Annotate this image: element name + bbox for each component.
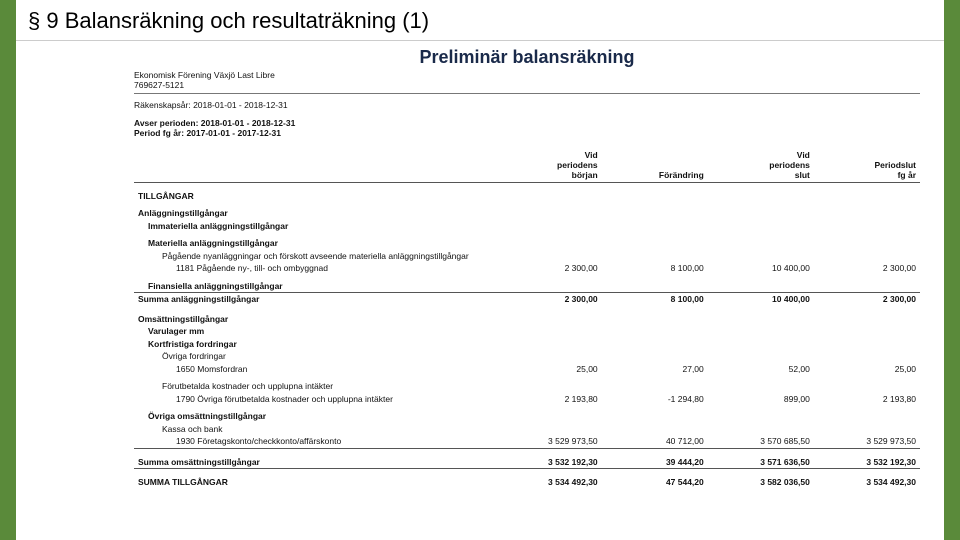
- period-line: Avser perioden: 2018-01-01 - 2018-12-31: [134, 118, 920, 128]
- row-materiella: Materiella anläggningstillgångar: [134, 232, 920, 249]
- row-varulager: Varulager mm: [134, 325, 920, 338]
- row-1181: 1181 Pågående ny-, till- och ombyggnad 2…: [134, 262, 920, 275]
- row-1650: 1650 Momsfordran 25,0027,0052,0025,00: [134, 363, 920, 376]
- row-anlaggning: Anläggningstillgångar: [134, 202, 920, 219]
- period-value: 2018-01-01 - 2018-12-31: [201, 118, 296, 128]
- row-1930: 1930 Företagskonto/checkkonto/affärskont…: [134, 435, 920, 448]
- balance-sheet-document: Preliminär balansräkning Ekonomisk Fören…: [16, 41, 944, 488]
- prev-period-line: Period fg år: 2017-01-01 - 2017-12-31: [134, 128, 920, 138]
- fiscal-year-line: Räkenskapsår: 2018-01-01 - 2018-12-31: [134, 100, 920, 110]
- row-ovriga-oms: Övriga omsättningstillgångar: [134, 405, 920, 422]
- slide-title: § 9 Balansräkning och resultaträkning (1…: [16, 0, 944, 41]
- row-summa-anlaggning: Summa anläggningstillgångar 2 300,008 10…: [134, 292, 920, 305]
- col-period-start: Vidperiodensbörjan: [496, 148, 602, 183]
- col-change: Förändring: [602, 148, 708, 183]
- slide: § 9 Balansräkning och resultaträkning (1…: [0, 0, 960, 540]
- row-ovriga-fordr: Övriga fordringar: [134, 350, 920, 363]
- col-desc: [134, 148, 496, 183]
- table-header-row: Vidperiodensbörjan Förändring Vidperiode…: [134, 148, 920, 183]
- balance-table-wrap: Vidperiodensbörjan Förändring Vidperiode…: [134, 148, 920, 488]
- org-name: Ekonomisk Förening Växjö Last Libre: [134, 70, 920, 80]
- row-forutbetalda: Förutbetalda kostnader och upplupna intä…: [134, 375, 920, 392]
- row-kassa: Kassa och bank: [134, 422, 920, 435]
- row-1790: 1790 Övriga förutbetalda kostnader och u…: [134, 393, 920, 406]
- prev-period-value: 2017-01-01 - 2017-12-31: [186, 128, 281, 138]
- row-pagande-desc: Pågående nyanläggningar och förskott avs…: [134, 249, 920, 262]
- prev-period-label: Period fg år:: [134, 128, 184, 138]
- balance-table: Vidperiodensbörjan Förändring Vidperiode…: [134, 148, 920, 488]
- row-finansiella: Finansiella anläggningstillgångar: [134, 275, 920, 293]
- row-kortfristiga: Kortfristiga fordringar: [134, 337, 920, 350]
- fiscal-year-value: 2018-01-01 - 2018-12-31: [193, 100, 288, 110]
- divider: [134, 93, 920, 94]
- row-summa-omsattning: Summa omsättningstillgångar 3 532 192,30…: [134, 448, 920, 468]
- fiscal-year-label: Räkenskapsår:: [134, 100, 191, 110]
- col-period-end: Vidperiodensslut: [708, 148, 814, 183]
- period-label: Avser perioden:: [134, 118, 198, 128]
- org-number: 769627-5121: [134, 80, 920, 90]
- row-summa-tillgangar: SUMMA TILLGÅNGAR 3 534 492,3047 544,203 …: [134, 468, 920, 488]
- document-title: Preliminär balansräkning: [134, 47, 920, 68]
- row-immateriella: Immateriella anläggningstillgångar: [134, 220, 920, 233]
- col-prev-year: Periodslutfg år: [814, 148, 920, 183]
- section-tillgangar: TILLGÅNGAR: [134, 183, 920, 203]
- row-omsattning: Omsättningstillgångar: [134, 306, 920, 325]
